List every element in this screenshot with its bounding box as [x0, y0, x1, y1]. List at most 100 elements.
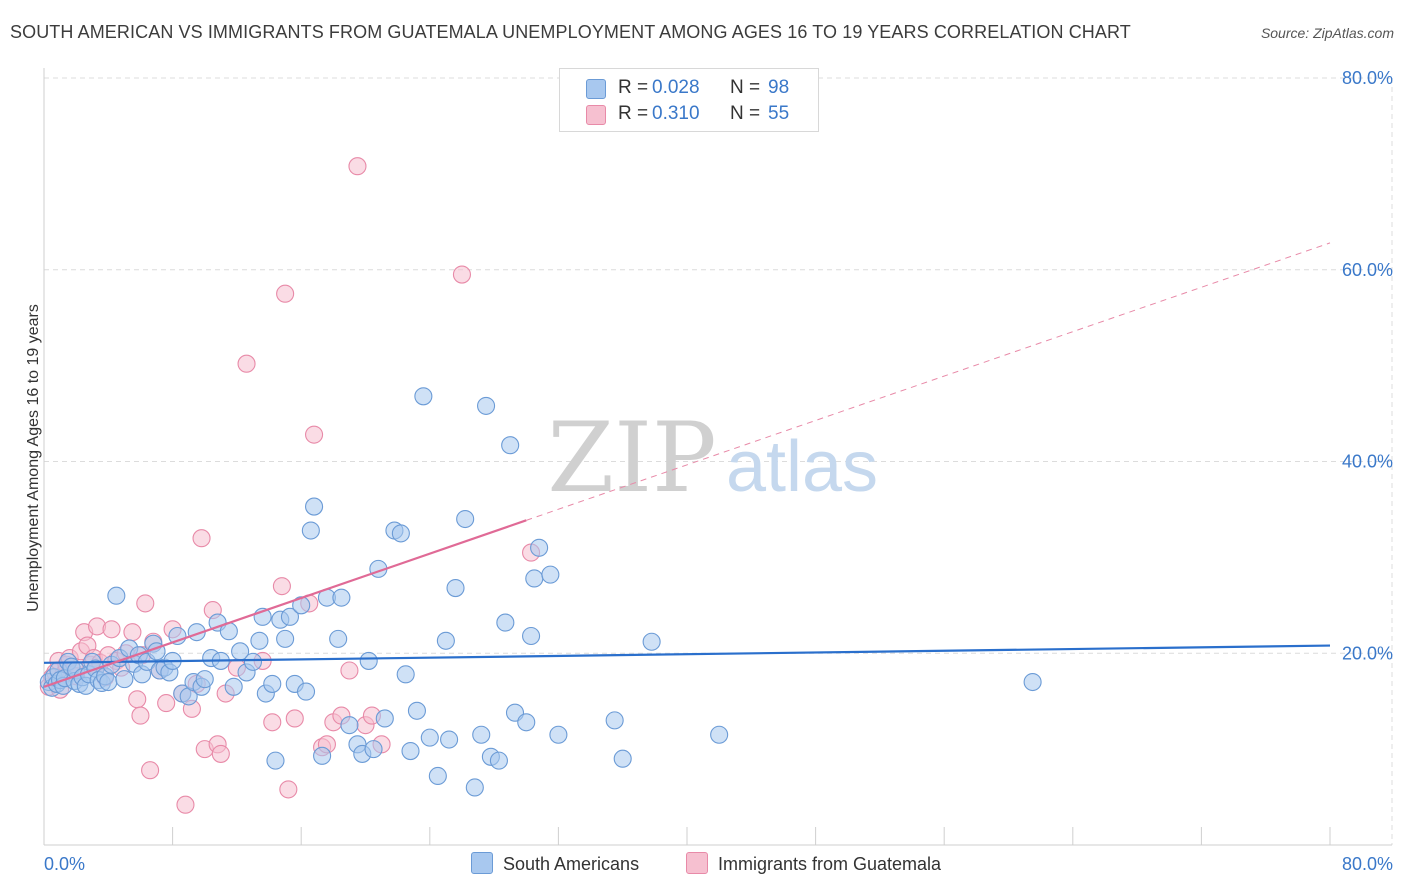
- legend-n-value: 55: [768, 103, 790, 124]
- point-guatemala: [157, 694, 176, 713]
- data-points: [39, 157, 1042, 814]
- correlation-legend: R = 0.028 N = 98 R = 0.310 N = 55: [559, 68, 819, 132]
- gridlines: [44, 77, 1393, 845]
- chart-title: SOUTH AMERICAN VS IMMIGRANTS FROM GUATEM…: [10, 22, 1131, 42]
- legend-swatch-pink: [586, 105, 606, 125]
- point-south-american: [332, 588, 351, 607]
- point-south-american: [501, 436, 520, 455]
- point-guatemala: [237, 354, 256, 373]
- point-guatemala: [285, 709, 304, 728]
- point-south-american: [195, 670, 214, 689]
- y-tick-label: 40.0%: [1342, 452, 1393, 472]
- point-guatemala: [276, 284, 295, 303]
- point-guatemala: [211, 744, 230, 763]
- legend-n-label: N =: [730, 77, 761, 98]
- point-south-american: [391, 524, 410, 543]
- point-guatemala: [123, 623, 142, 642]
- legend-r-label: R =: [618, 103, 649, 124]
- point-south-american: [710, 725, 729, 744]
- point-guatemala: [340, 661, 359, 680]
- point-south-american: [401, 741, 420, 761]
- y-tick-label: 20.0%: [1342, 643, 1393, 663]
- legend-r-value: 0.310: [652, 103, 700, 124]
- legend-r-label: R =: [618, 77, 649, 98]
- point-south-american: [359, 651, 378, 670]
- tick-labels: 20.0% 40.0% 60.0% 80.0% 0.0% 80.0%: [44, 68, 1393, 874]
- point-guatemala: [136, 594, 155, 613]
- point-south-american: [428, 766, 447, 786]
- point-south-american: [436, 631, 455, 650]
- legend-n-value: 98: [768, 77, 790, 98]
- watermark: ZIP atlas: [547, 402, 878, 514]
- point-south-american: [99, 672, 118, 692]
- point-south-american: [375, 709, 394, 728]
- y-axis-label: Unemployment Among Ages 16 to 19 years: [25, 304, 42, 612]
- point-south-american: [440, 730, 459, 749]
- point-south-american: [1023, 672, 1042, 692]
- trend-lines: [43, 242, 1331, 688]
- point-south-american: [605, 711, 624, 730]
- point-south-american: [465, 778, 484, 797]
- source-label: Source: ZipAtlas.com: [1260, 25, 1394, 41]
- point-south-american: [414, 387, 433, 406]
- point-guatemala: [348, 157, 367, 176]
- point-south-american: [107, 586, 126, 605]
- bottom-legend-swatch-pink: [686, 852, 708, 874]
- watermark-zip: ZIP: [547, 402, 716, 514]
- point-south-american: [420, 728, 439, 747]
- point-south-american: [489, 751, 508, 770]
- y-tick-label: 60.0%: [1342, 260, 1393, 280]
- point-south-american: [280, 607, 299, 626]
- point-south-american: [477, 396, 496, 415]
- point-south-american: [313, 746, 332, 765]
- point-guatemala: [272, 577, 291, 596]
- point-south-american: [364, 740, 383, 759]
- y-tick-label: 80.0%: [1342, 68, 1393, 88]
- legend-n-label: N =: [730, 103, 761, 124]
- legend-swatch-blue: [586, 79, 606, 99]
- point-south-american: [549, 725, 568, 744]
- bottom-legend-guatemala: Immigrants from Guatemala: [686, 852, 941, 875]
- point-guatemala: [102, 620, 121, 639]
- legend-r-value: 0.028: [652, 77, 700, 98]
- point-guatemala: [452, 265, 472, 284]
- watermark-atlas: atlas: [726, 427, 878, 507]
- point-south-american: [329, 629, 348, 648]
- x-tick-label: 0.0%: [44, 854, 85, 874]
- point-south-american: [340, 716, 359, 735]
- point-guatemala: [141, 761, 160, 780]
- point-south-american: [250, 631, 269, 650]
- point-south-american: [517, 713, 536, 732]
- point-south-american: [296, 682, 316, 701]
- trend-line-south-americans: [43, 644, 1331, 664]
- point-south-american: [642, 632, 661, 651]
- point-guatemala: [279, 780, 298, 799]
- trend-line-guatemala: [43, 519, 527, 688]
- point-guatemala: [131, 706, 150, 725]
- point-south-american: [305, 497, 324, 516]
- point-guatemala: [263, 713, 282, 732]
- point-guatemala: [305, 425, 324, 444]
- point-south-american: [396, 665, 415, 684]
- point-guatemala: [176, 795, 195, 814]
- point-south-american: [224, 677, 243, 696]
- point-south-american: [292, 596, 311, 615]
- point-south-american: [446, 579, 465, 598]
- bottom-legend-label: Immigrants from Guatemala: [718, 854, 942, 874]
- point-south-american: [263, 674, 282, 693]
- point-south-american: [613, 749, 632, 768]
- point-south-american: [496, 613, 515, 632]
- point-south-american: [115, 670, 134, 689]
- point-south-american: [472, 725, 491, 744]
- point-south-american: [525, 569, 544, 588]
- point-south-american: [407, 701, 426, 720]
- bottom-legend-label: South Americans: [503, 854, 640, 874]
- point-south-american: [541, 565, 560, 584]
- axes: [43, 68, 1392, 846]
- point-guatemala: [192, 529, 211, 548]
- point-south-american: [530, 538, 549, 557]
- point-south-american: [276, 629, 295, 648]
- bottom-legend-south-americans: South Americans: [471, 852, 639, 875]
- x-tick-label: 80.0%: [1342, 854, 1393, 874]
